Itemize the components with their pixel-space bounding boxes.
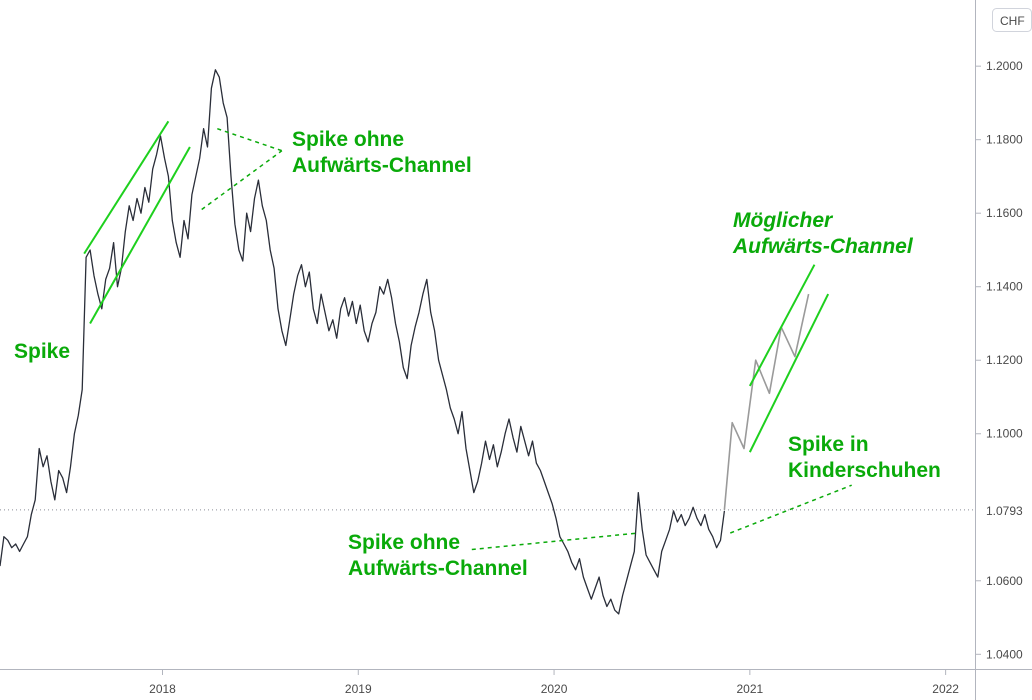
guide-line <box>217 127 283 152</box>
channel-line <box>83 120 170 255</box>
y-tick-label: 1.1400 <box>986 280 1023 294</box>
channel-lines <box>83 120 830 453</box>
annotation-label: Spike <box>14 340 70 363</box>
annotation-line: Kinderschuhen <box>788 459 941 482</box>
channel-line <box>748 264 816 387</box>
annotation-label: Spike in Kinderschuhen <box>788 433 941 482</box>
x-tick-label: 2019 <box>345 682 372 696</box>
guide-line <box>730 484 852 534</box>
annotation-line: Spike ohne <box>292 128 404 151</box>
y-ticks[interactable]: 1.20001.18001.16001.14001.12001.10001.08… <box>975 59 1023 661</box>
guide-line <box>471 532 639 551</box>
y-tick-label: 1.1600 <box>986 206 1023 220</box>
y-tick-label: 1.2000 <box>986 59 1023 73</box>
currency-badge[interactable]: CHF <box>992 8 1032 32</box>
x-tick-label: 2022 <box>932 682 959 696</box>
x-tick-label: 2020 <box>541 682 568 696</box>
projection-series-line <box>723 293 810 510</box>
annotation-line: Spike ohne <box>348 531 460 554</box>
annotation-line: Aufwärts-Channel <box>732 235 914 258</box>
currency-label[interactable]: CHF <box>1000 14 1025 28</box>
channel-line <box>89 146 191 324</box>
guide-lines <box>201 127 852 551</box>
series-group <box>0 69 810 615</box>
annotation-label: Spike ohne Aufwärts-Channel <box>348 531 528 580</box>
x-ticks: 2018 2019 2020 2021 2022 <box>149 669 959 696</box>
y-tick-label: 1.1800 <box>986 133 1023 147</box>
x-tick-label: 2021 <box>736 682 763 696</box>
annotation-line: Möglicher <box>733 209 834 232</box>
y-tick-label: 1.0400 <box>986 647 1023 661</box>
channel-line <box>748 293 830 453</box>
guide-line <box>201 150 283 211</box>
current-price-text: 1.0793 <box>986 504 1023 518</box>
current-price-label: 1.0793 <box>976 499 1032 520</box>
annotation-line: Aufwärts-Channel <box>348 557 528 580</box>
current-price-box <box>976 499 1032 520</box>
annotation-label: Spike ohne Aufwärts-Channel <box>292 128 472 177</box>
annotation-line: Aufwärts-Channel <box>292 154 472 177</box>
y-tick-label: 1.1200 <box>986 353 1023 367</box>
y-tick-label: 1.1000 <box>986 427 1023 441</box>
price-series-line <box>0 69 726 615</box>
x-tick-label: 2018 <box>149 682 176 696</box>
y-tick-label: 1.0600 <box>986 574 1023 588</box>
annotation-label: Möglicher Aufwärts-Channel <box>732 209 914 258</box>
annotation-line: Spike in <box>788 433 869 456</box>
annotation-line: Spike <box>14 340 70 363</box>
